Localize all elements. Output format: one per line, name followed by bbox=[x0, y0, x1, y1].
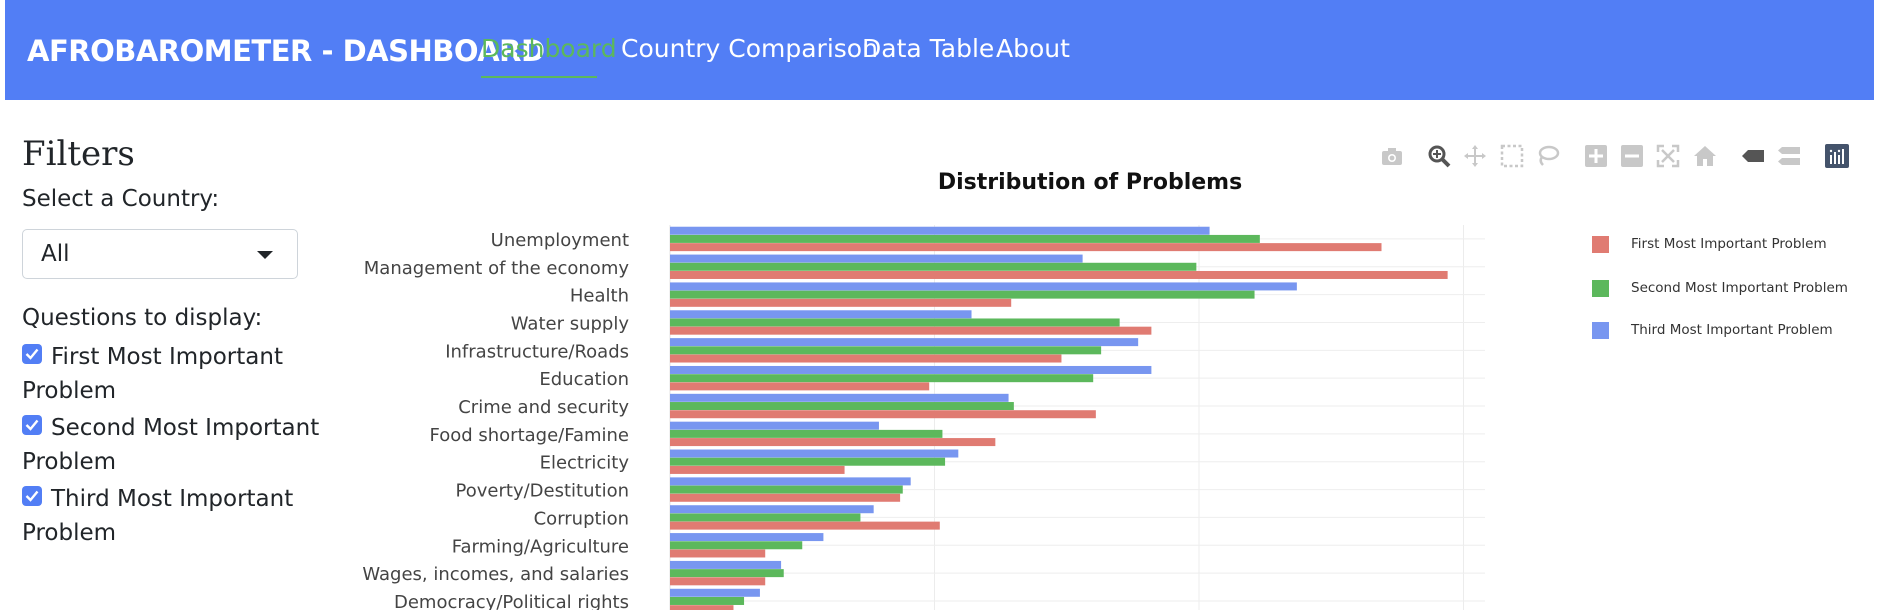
bar-third[interactable] bbox=[670, 393, 1009, 402]
bar-first[interactable] bbox=[670, 605, 734, 610]
bar-second[interactable] bbox=[670, 429, 943, 438]
checkbox-checked-icon[interactable] bbox=[22, 486, 42, 506]
bar-third[interactable] bbox=[670, 505, 874, 514]
bar-first[interactable] bbox=[670, 354, 1062, 363]
legend-swatch bbox=[1592, 280, 1609, 297]
bar-second[interactable] bbox=[670, 290, 1255, 299]
bar-second[interactable] bbox=[670, 318, 1120, 327]
bar-first[interactable] bbox=[670, 549, 766, 558]
y-tick-label: Democracy/Political rights bbox=[394, 592, 629, 610]
bar-first[interactable] bbox=[670, 298, 1012, 307]
bar-second[interactable] bbox=[670, 234, 1260, 243]
checkbox-label: Third Most Important Problem bbox=[22, 486, 294, 546]
bar-first[interactable] bbox=[670, 577, 766, 586]
box-select-icon[interactable] bbox=[1500, 144, 1524, 168]
bar-second[interactable] bbox=[670, 569, 784, 578]
checkbox-label: Second Most Important Problem bbox=[22, 415, 320, 475]
bar-second[interactable] bbox=[670, 485, 903, 494]
checkbox-second-problem[interactable]: Second Most Important Problem bbox=[22, 411, 322, 479]
bar-second[interactable] bbox=[670, 402, 1014, 411]
nav-active-indicator bbox=[481, 76, 597, 78]
zoom-icon[interactable] bbox=[1427, 144, 1451, 168]
nav-link-country-comparison[interactable]: Country Comparison bbox=[621, 34, 878, 63]
legend-label: Third Most Important Problem bbox=[1631, 322, 1833, 338]
bar-first[interactable] bbox=[670, 465, 845, 474]
bar-first[interactable] bbox=[670, 326, 1152, 335]
compare-hover-icon[interactable] bbox=[1777, 144, 1801, 168]
y-tick-label: Infrastructure/Roads bbox=[445, 341, 629, 362]
checkbox-first-problem[interactable]: First Most Important Problem bbox=[22, 340, 322, 408]
legend-label: Second Most Important Problem bbox=[1631, 280, 1848, 296]
bar-second[interactable] bbox=[670, 262, 1197, 271]
zoom-out-icon[interactable] bbox=[1620, 144, 1644, 168]
navbar: AFROBAROMETER - DASHBOARD Dashboard Coun… bbox=[5, 0, 1874, 100]
checkbox-third-problem[interactable]: Third Most Important Problem bbox=[22, 482, 322, 550]
nav-link-about[interactable]: About bbox=[996, 34, 1070, 63]
checkbox-label: First Most Important Problem bbox=[22, 344, 283, 404]
bar-first[interactable] bbox=[670, 493, 901, 502]
pan-icon[interactable] bbox=[1463, 144, 1487, 168]
reset-axes-icon[interactable] bbox=[1693, 144, 1717, 168]
bar-third[interactable] bbox=[670, 254, 1083, 263]
filters-title: Filters bbox=[22, 134, 135, 174]
legend-label: First Most Important Problem bbox=[1631, 236, 1827, 252]
bar-second[interactable] bbox=[670, 541, 803, 550]
bar-second[interactable] bbox=[670, 457, 946, 466]
bar-first[interactable] bbox=[670, 410, 1096, 419]
camera-icon[interactable] bbox=[1380, 144, 1404, 168]
chevron-down-icon bbox=[257, 251, 273, 259]
plotly-logo-icon[interactable] bbox=[1825, 144, 1849, 168]
legend-swatch bbox=[1592, 322, 1609, 339]
bar-third[interactable] bbox=[670, 338, 1139, 347]
lasso-icon[interactable] bbox=[1536, 144, 1560, 168]
bar-second[interactable] bbox=[670, 596, 745, 605]
autoscale-icon[interactable] bbox=[1656, 144, 1680, 168]
country-select-value: All bbox=[41, 241, 70, 267]
y-tick-label: Unemployment bbox=[491, 230, 629, 251]
y-tick-label: Poverty/Destitution bbox=[456, 481, 629, 502]
checkbox-checked-icon[interactable] bbox=[22, 415, 42, 435]
bar-second[interactable] bbox=[670, 513, 861, 522]
questions-label: Questions to display: bbox=[22, 305, 263, 331]
bar-second[interactable] bbox=[670, 346, 1102, 355]
brand-logo[interactable]: AFROBAROMETER - DASHBOARD bbox=[27, 34, 545, 68]
bar-third[interactable] bbox=[670, 533, 824, 542]
legend-swatch bbox=[1592, 236, 1609, 253]
y-tick-label: Electricity bbox=[540, 453, 630, 474]
bar-first[interactable] bbox=[670, 521, 940, 530]
country-label: Select a Country: bbox=[22, 186, 220, 212]
bar-first[interactable] bbox=[670, 270, 1448, 279]
bar-third[interactable] bbox=[670, 421, 879, 430]
checkbox-checked-icon[interactable] bbox=[22, 344, 42, 364]
bar-first[interactable] bbox=[670, 382, 930, 391]
bar-third[interactable] bbox=[670, 365, 1152, 374]
y-tick-label: Crime and security bbox=[458, 397, 629, 418]
y-tick-label: Health bbox=[570, 286, 629, 307]
zoom-in-icon[interactable] bbox=[1584, 144, 1608, 168]
bar-third[interactable] bbox=[670, 560, 782, 569]
bar-second[interactable] bbox=[670, 374, 1094, 383]
y-tick-label: Management of the economy bbox=[364, 258, 630, 279]
y-tick-label: Food shortage/Famine bbox=[430, 425, 630, 446]
bar-third[interactable] bbox=[670, 449, 959, 458]
y-tick-label: Corruption bbox=[534, 508, 629, 529]
bar-third[interactable] bbox=[670, 310, 972, 319]
y-tick-label: Education bbox=[539, 369, 629, 390]
bar-first[interactable] bbox=[670, 243, 1382, 252]
bar-first[interactable] bbox=[670, 438, 996, 447]
bar-third[interactable] bbox=[670, 477, 911, 486]
y-tick-label: Farming/Agriculture bbox=[452, 536, 629, 557]
chart-title: Distribution of Problems bbox=[937, 170, 1243, 195]
bar-third[interactable] bbox=[670, 226, 1210, 235]
spike-lines-icon[interactable] bbox=[1741, 144, 1765, 168]
nav-link-dashboard[interactable]: Dashboard bbox=[481, 34, 617, 63]
bar-third[interactable] bbox=[670, 588, 760, 597]
bar-third[interactable] bbox=[670, 282, 1297, 291]
y-tick-label: Wages, incomes, and salaries bbox=[362, 564, 629, 585]
country-select[interactable]: All bbox=[22, 229, 298, 279]
y-tick-label: Water supply bbox=[511, 313, 630, 334]
nav-link-data-table[interactable]: Data Table bbox=[862, 34, 995, 63]
